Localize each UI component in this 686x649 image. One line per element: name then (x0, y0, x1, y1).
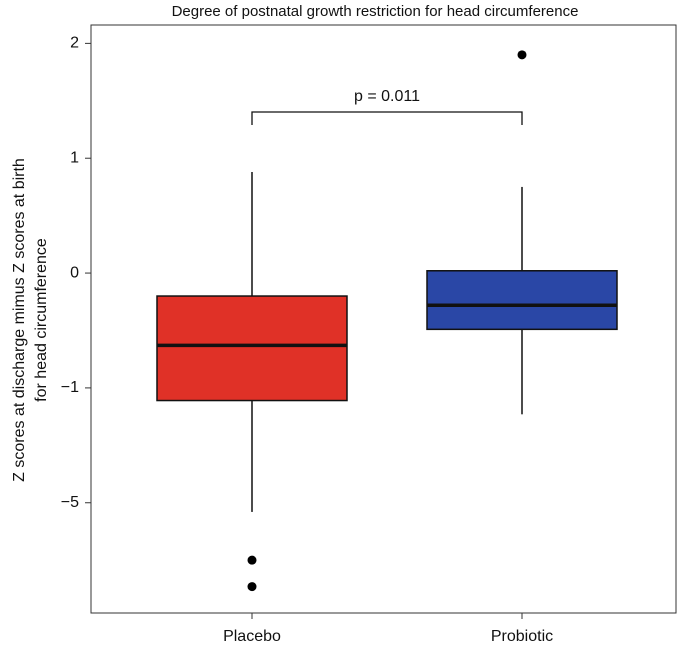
y-axis-label: Z scores at discharge mimus Z scores at … (11, 158, 28, 482)
outlier (517, 50, 527, 60)
y-tick-label: 2 (70, 35, 79, 52)
y-tick-label: −1 (61, 379, 79, 396)
annotation: p = 0.011 (354, 88, 420, 105)
y-tick-label: 0 (70, 264, 79, 281)
y-tick-label: 1 (70, 149, 79, 166)
plot-frame (90, 24, 677, 614)
significance-bracket (251, 111, 523, 125)
x-tick-label: Probiotic (491, 628, 553, 644)
x-tick-label: Placebo (223, 628, 281, 644)
outlier (247, 555, 257, 565)
outlier (247, 582, 257, 592)
y-tick-label: −5 (61, 494, 79, 511)
box (156, 295, 348, 402)
chart-title: Degree of postnatal growth restriction f… (172, 3, 579, 20)
box (426, 270, 618, 331)
y-axis-label: for head circumference (33, 238, 50, 402)
